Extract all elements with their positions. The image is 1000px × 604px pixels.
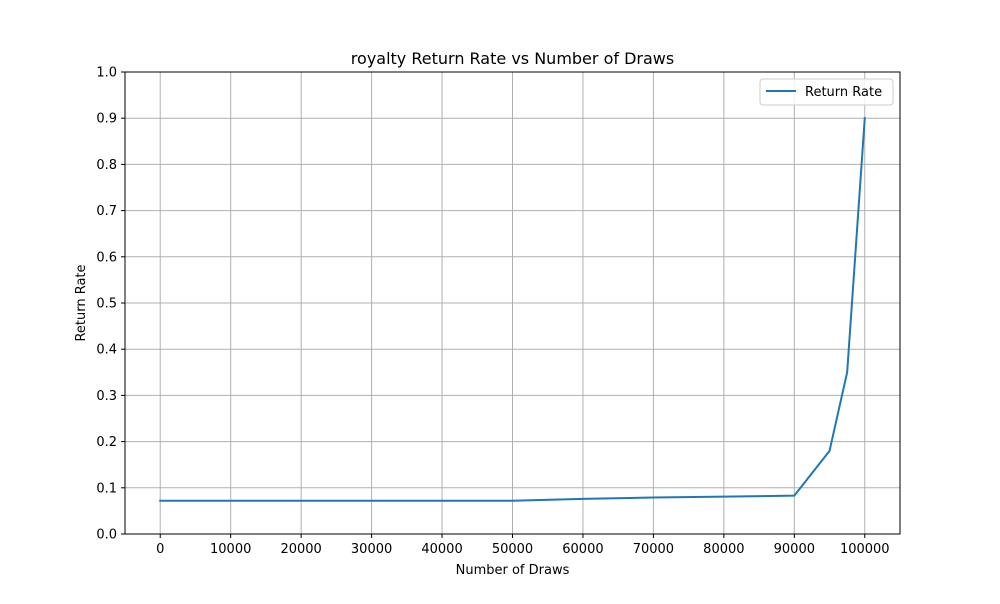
y-tick-label: 0.4 <box>96 343 117 358</box>
x-axis-label: Number of Draws <box>456 563 570 578</box>
legend-label: Return Rate <box>805 85 882 100</box>
x-tick-label: 80000 <box>703 542 744 557</box>
x-tick-label: 100000 <box>840 542 890 557</box>
y-tick-label: 0.6 <box>96 250 117 265</box>
x-tick-label: 0 <box>156 542 164 557</box>
axis-ticks: 0 10000 20000 30000 40000 50000 60000 70000 8000… <box>96 66 889 558</box>
legend-box <box>759 78 894 106</box>
series-line-return-rate <box>159 117 866 502</box>
x-tick-label: 60000 <box>562 542 603 557</box>
y-tick-label: 0.0 <box>96 528 117 543</box>
y-tick-label: 0.7 <box>96 204 117 219</box>
x-tick-label: 40000 <box>421 542 462 557</box>
y-tick-label: 1.0 <box>96 66 117 81</box>
x-tick-label: 70000 <box>633 542 674 557</box>
y-tick-label: 0.2 <box>96 435 117 450</box>
y-tick-label: 0.9 <box>96 112 117 127</box>
chart-title: royalty Return Rate vs Number of Draws <box>351 49 674 68</box>
x-tick-label: 50000 <box>492 542 533 557</box>
y-axis-label: Return Rate <box>74 264 89 341</box>
x-tick-label: 30000 <box>351 542 392 557</box>
legend: Return Rate <box>759 78 894 106</box>
x-tick-label: 10000 <box>210 542 251 557</box>
x-tick-label: 20000 <box>280 542 321 557</box>
y-tick-label: 0.1 <box>96 481 117 496</box>
y-tick-label: 0.3 <box>96 389 117 404</box>
x-tick-label: 90000 <box>774 542 815 557</box>
y-tick-label: 0.5 <box>96 297 117 312</box>
y-tick-label: 0.8 <box>96 158 117 173</box>
grid <box>125 71 900 535</box>
series-layer <box>159 117 866 502</box>
